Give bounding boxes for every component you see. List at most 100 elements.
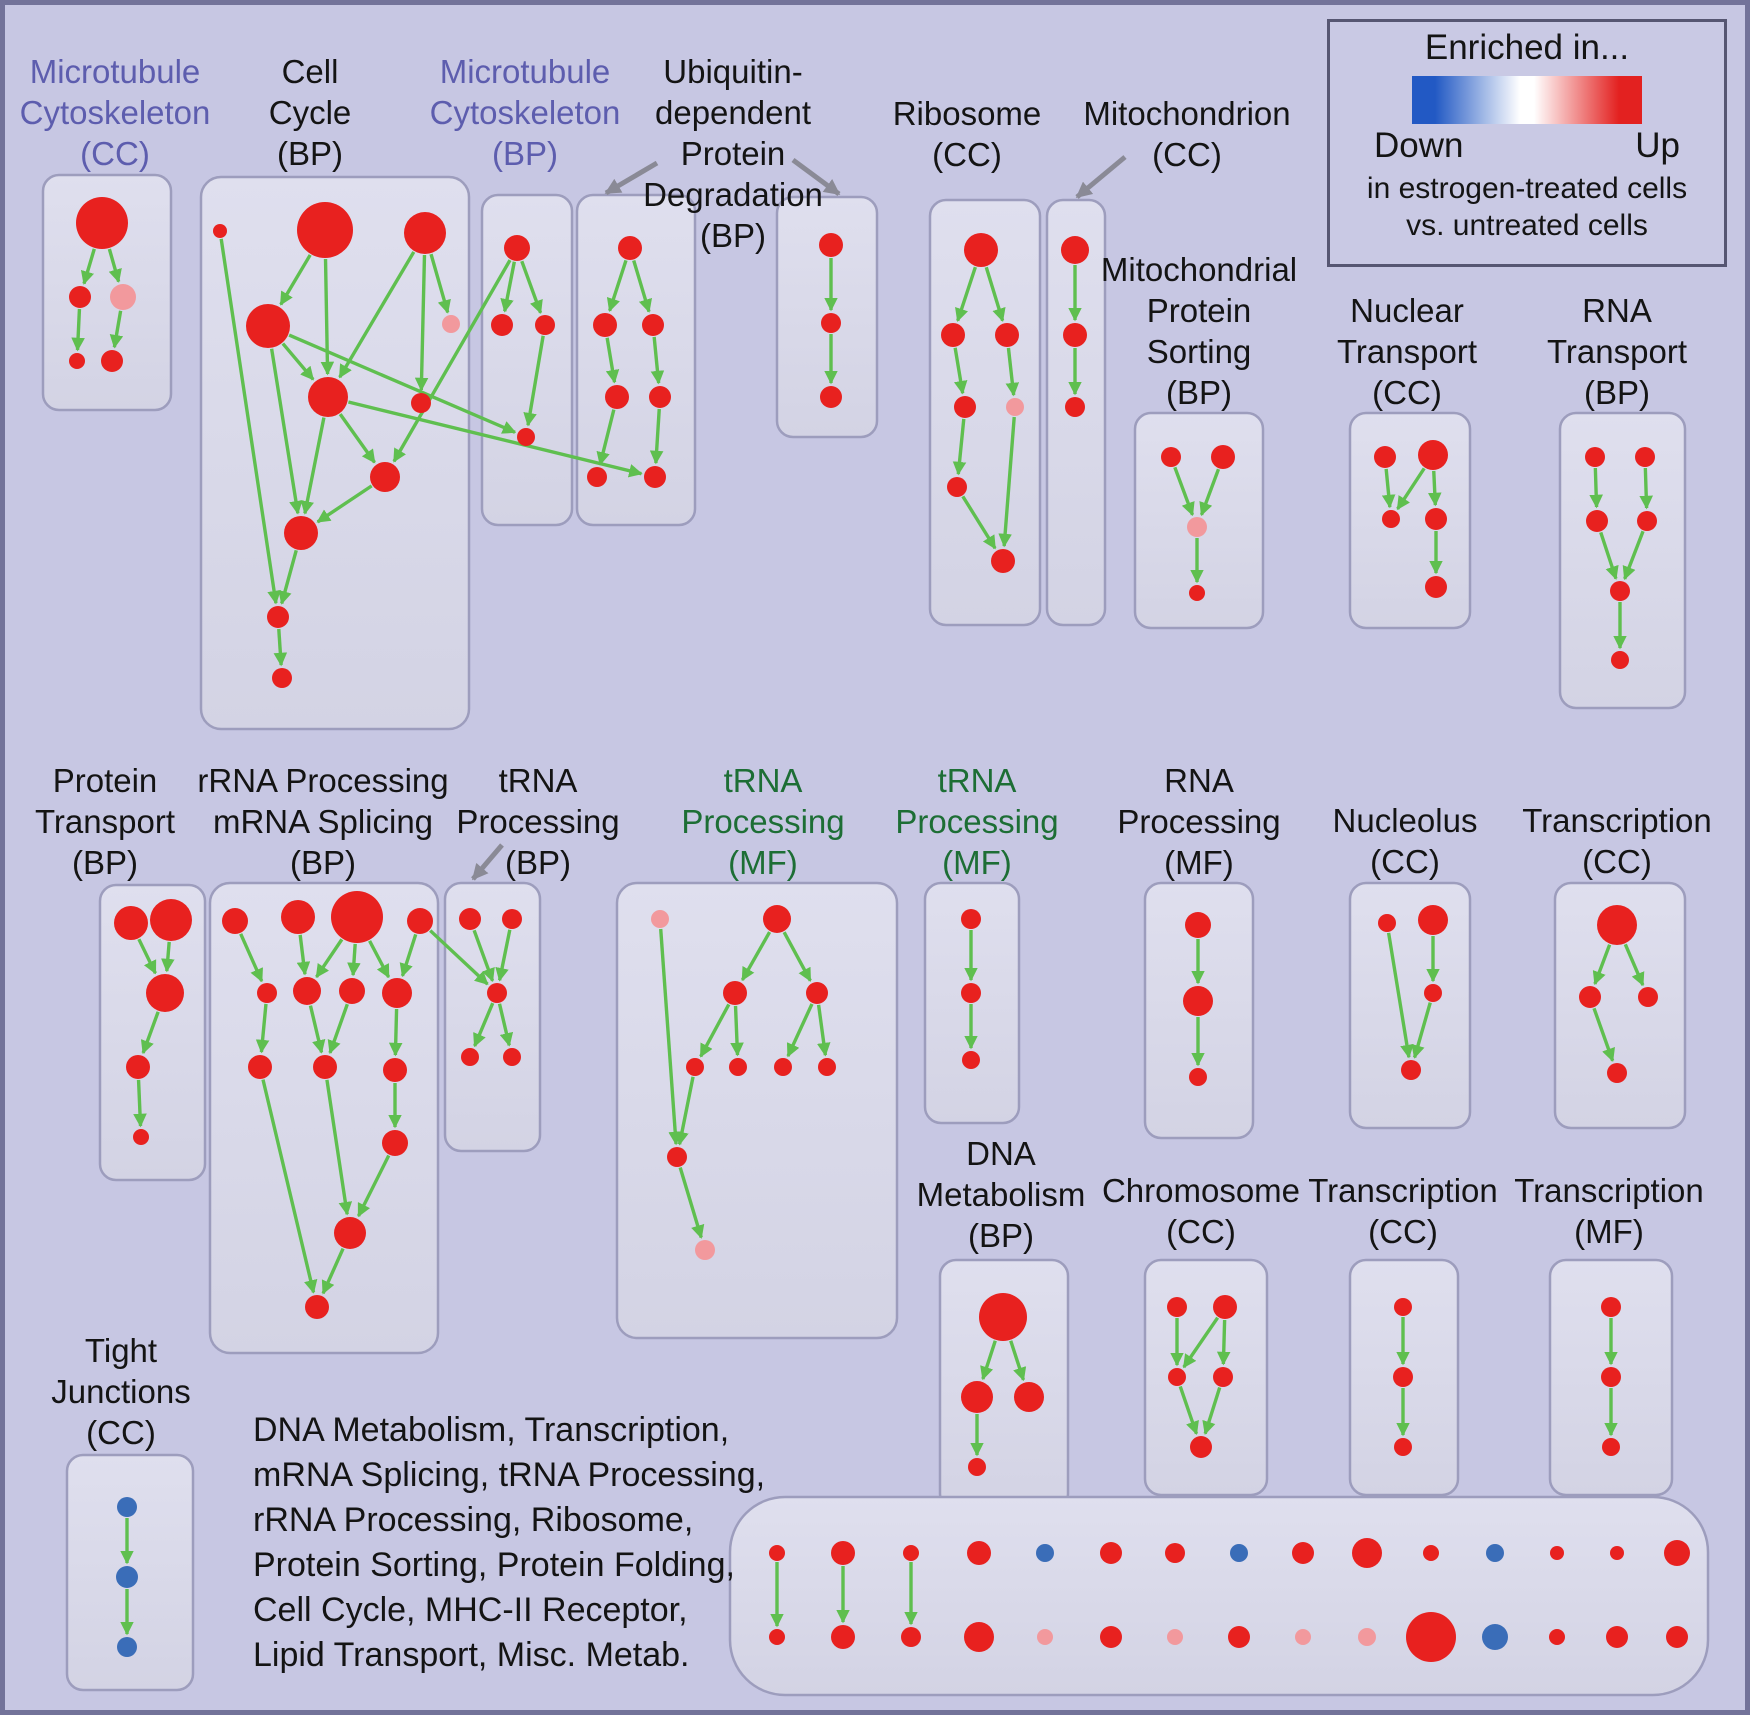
go-node — [248, 1055, 272, 1079]
edge-arrow — [392, 259, 512, 463]
go-node — [370, 462, 400, 492]
annotation-line-2: mRNA Splicing, tRNA Processing, — [253, 1456, 766, 1494]
go-node — [651, 910, 669, 928]
edge-arrow — [1202, 1386, 1222, 1435]
go-node — [1549, 1629, 1565, 1645]
go-node — [1014, 1382, 1044, 1412]
edge-arrow — [356, 1154, 391, 1218]
edge-arrow — [429, 253, 451, 314]
go-node — [1486, 1544, 1504, 1562]
edge-arrow — [816, 1004, 831, 1057]
go-node — [404, 212, 446, 254]
go-node — [1213, 1295, 1237, 1319]
go-node — [1190, 1436, 1212, 1458]
edge-arrow — [300, 417, 326, 515]
go-node — [774, 1058, 792, 1076]
edge-arrow — [961, 495, 997, 550]
go-node — [1666, 1626, 1688, 1648]
go-node — [644, 466, 666, 488]
go-node — [1394, 1438, 1412, 1456]
go-node — [903, 1545, 919, 1561]
edge-arrow — [1216, 1319, 1231, 1366]
go-node — [1610, 581, 1630, 601]
go-node — [1228, 1626, 1250, 1648]
go-node — [1006, 398, 1024, 416]
go-node — [1393, 1367, 1413, 1387]
go-node — [459, 908, 481, 930]
go-node — [686, 1058, 704, 1076]
edge-arrow — [632, 259, 653, 313]
go-node — [1585, 447, 1605, 467]
edge-arrow — [495, 929, 512, 982]
edge-arrow — [606, 259, 628, 313]
legend-subtitle-line2: vs. untreated cells — [1406, 209, 1648, 242]
go-node — [1061, 236, 1089, 264]
go-node — [297, 202, 353, 258]
edge-arrow — [1427, 470, 1442, 507]
edge-arrow — [281, 342, 315, 381]
go-node — [213, 224, 227, 238]
go-node — [1579, 986, 1601, 1008]
go-node — [1183, 986, 1213, 1016]
go-node — [1211, 445, 1235, 469]
go-node — [442, 315, 460, 333]
go-node — [1601, 1297, 1621, 1317]
pointer-arrow — [471, 843, 504, 881]
go-node — [313, 1055, 337, 1079]
go-node — [819, 233, 843, 257]
pointers-layer — [471, 155, 1127, 881]
go-node — [334, 1217, 366, 1249]
legend: Enriched in... Down Up in estrogen-treat… — [1327, 19, 1727, 267]
go-node — [411, 393, 431, 413]
go-node — [293, 977, 321, 1005]
go-node — [605, 385, 629, 409]
go-node — [587, 467, 607, 487]
cluster-box-chromosome — [1143, 1258, 1269, 1497]
edge-arrow — [699, 1003, 731, 1058]
go-node — [1037, 1629, 1053, 1645]
cluster-box-microtubule-bp — [480, 193, 574, 527]
edge-arrow — [1386, 932, 1414, 1059]
go-node — [502, 909, 522, 929]
go-node — [1187, 517, 1207, 537]
legend-up-label: Up — [1635, 126, 1680, 165]
edge-arrow — [133, 1079, 147, 1128]
go-node — [763, 905, 791, 933]
edge-arrow — [399, 933, 418, 978]
go-node — [114, 906, 148, 940]
go-node — [503, 1048, 521, 1066]
go-node — [1063, 323, 1087, 347]
go-node — [69, 353, 85, 369]
go-node — [769, 1545, 785, 1561]
go-node — [1292, 1542, 1314, 1564]
edge-arrow — [740, 931, 772, 982]
nodes-layer — [69, 197, 1690, 1662]
edge-arrow — [261, 1079, 318, 1294]
go-node — [1637, 511, 1657, 531]
pointer-arrow — [791, 157, 841, 197]
go-node — [1664, 1540, 1690, 1566]
edge-arrow — [786, 1003, 814, 1058]
edge-arrow — [288, 333, 517, 434]
go-node — [1213, 1367, 1233, 1387]
edge-arrow — [1592, 944, 1612, 986]
edge-arrow — [782, 931, 812, 982]
edge-arrow — [520, 260, 543, 315]
go-node — [1610, 1546, 1624, 1560]
annotation-line-1: DNA Metabolism, Transcription, — [253, 1411, 730, 1449]
cluster-box-transcription-cc-upper — [1553, 881, 1687, 1130]
edge-arrow — [414, 254, 429, 392]
go-node — [1167, 1629, 1183, 1645]
go-node — [1065, 397, 1085, 417]
go-node — [1602, 1438, 1620, 1456]
go-node — [831, 1625, 855, 1649]
annotation-line-4: Protein Sorting, Protein Folding, — [253, 1546, 735, 1584]
pointer-arrow — [1075, 155, 1127, 199]
go-node — [995, 323, 1019, 347]
edge-arrow — [316, 484, 373, 524]
edge-arrow — [473, 1002, 495, 1048]
cluster-box-cell-cycle — [199, 175, 471, 731]
go-node — [267, 606, 289, 628]
edge-arrow — [1592, 1007, 1615, 1063]
